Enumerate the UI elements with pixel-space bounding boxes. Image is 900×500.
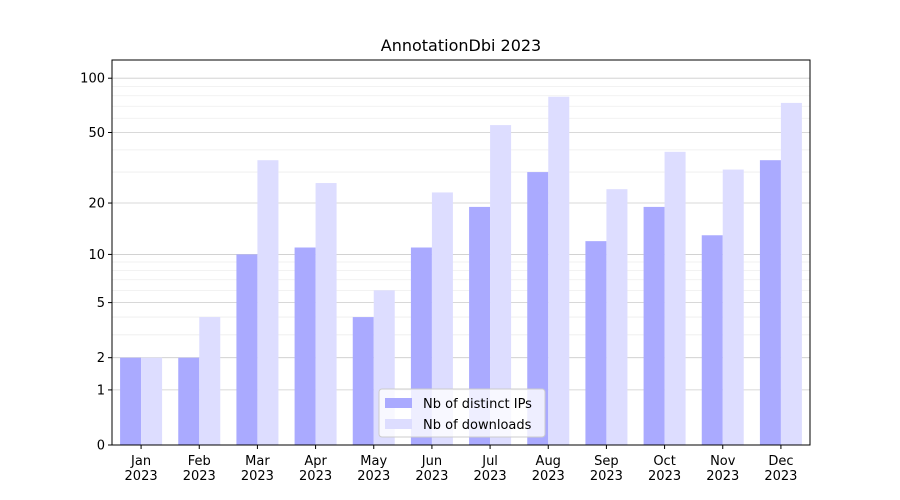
- x-tick-label: May 2023: [357, 454, 390, 484]
- legend-label: Nb of distinct IPs: [423, 397, 532, 412]
- chart-title: AnnotationDbi 2023: [381, 36, 541, 55]
- x-tick-label: Apr 2023: [299, 454, 332, 484]
- x-tick-label-line: 2023: [764, 469, 797, 484]
- y-tick-label: 20: [88, 197, 105, 212]
- x-tick-label-line: 2023: [125, 469, 158, 484]
- plot-frame: [111, 59, 811, 446]
- x-tick-label-line: 2023: [474, 469, 507, 484]
- x-tick-label: Dec 2023: [764, 454, 797, 484]
- x-tick-label-line: Jul: [481, 454, 498, 469]
- bar: [352, 317, 374, 445]
- bar: [294, 247, 316, 445]
- bar: [236, 254, 258, 445]
- bar: [606, 189, 628, 445]
- x-tick-label-line: 2023: [415, 469, 448, 484]
- bar: [199, 317, 221, 445]
- x-tick-label-line: 2023: [241, 469, 274, 484]
- x-tick-label-line: 2023: [590, 469, 623, 484]
- legend-box: [378, 388, 546, 438]
- x-tick-label: Jun 2023: [415, 454, 448, 484]
- legend-swatch: [385, 398, 412, 408]
- y-tick-label: 10: [88, 248, 105, 263]
- x-tick-label-line: Nov: [710, 454, 736, 469]
- bar: [141, 357, 163, 445]
- x-tick-label: Feb 2023: [183, 454, 216, 484]
- x-tick-label: Nov 2023: [706, 454, 739, 484]
- bar: [759, 160, 781, 446]
- x-tick-label-line: Oct: [653, 454, 675, 469]
- x-tick-label-line: Jun: [421, 454, 442, 469]
- bar: [490, 125, 512, 445]
- bar: [780, 102, 802, 445]
- x-tick-label-line: 2023: [183, 469, 216, 484]
- legend-swatch: [385, 419, 412, 429]
- x-tick-label-line: Dec: [768, 454, 793, 469]
- x-tick-label-line: 2023: [357, 469, 390, 484]
- x-tick-label-line: Apr: [304, 454, 327, 469]
- x-tick-label-line: 2023: [299, 469, 332, 484]
- x-tick-label-line: 2023: [532, 469, 565, 484]
- x-tick-label-line: Feb: [188, 454, 211, 469]
- x-tick-label: Jul 2023: [474, 454, 507, 484]
- x-tick-label-line: 2023: [648, 469, 681, 484]
- x-tick-label: Jan 2023: [125, 454, 158, 484]
- y-tick-label: 50: [88, 126, 105, 141]
- bar: [548, 96, 570, 445]
- x-tick-label-line: Sep: [594, 454, 619, 469]
- y-tick-label: 0: [97, 439, 105, 454]
- x-tick-label-line: Mar: [245, 454, 270, 469]
- bar: [527, 172, 549, 445]
- y-tick-label: 1: [97, 383, 105, 398]
- bar: [257, 160, 279, 446]
- x-tick-label-line: Aug: [536, 454, 561, 469]
- x-tick-label: Mar 2023: [241, 454, 274, 484]
- bar: [431, 192, 453, 445]
- y-tick-label: 100: [80, 72, 105, 87]
- bar: [664, 151, 686, 445]
- legend-label: Nb of downloads: [423, 418, 532, 433]
- y-tick-label: 2: [97, 351, 105, 366]
- x-tick-label-line: 2023: [706, 469, 739, 484]
- x-tick-label-line: Jan: [130, 454, 151, 469]
- x-tick-label: Sep 2023: [590, 454, 623, 484]
- bar: [585, 241, 607, 445]
- y-tick-label: 5: [97, 296, 105, 311]
- bar: [178, 357, 200, 445]
- bar: [120, 357, 142, 445]
- x-tick-label-line: May: [360, 454, 387, 469]
- x-tick-label: Aug 2023: [532, 454, 565, 484]
- bar: [701, 235, 723, 445]
- bar: [722, 169, 744, 445]
- bar: [315, 183, 337, 445]
- bar: [469, 206, 491, 445]
- bar: [643, 206, 665, 445]
- x-tick-label: Oct 2023: [648, 454, 681, 484]
